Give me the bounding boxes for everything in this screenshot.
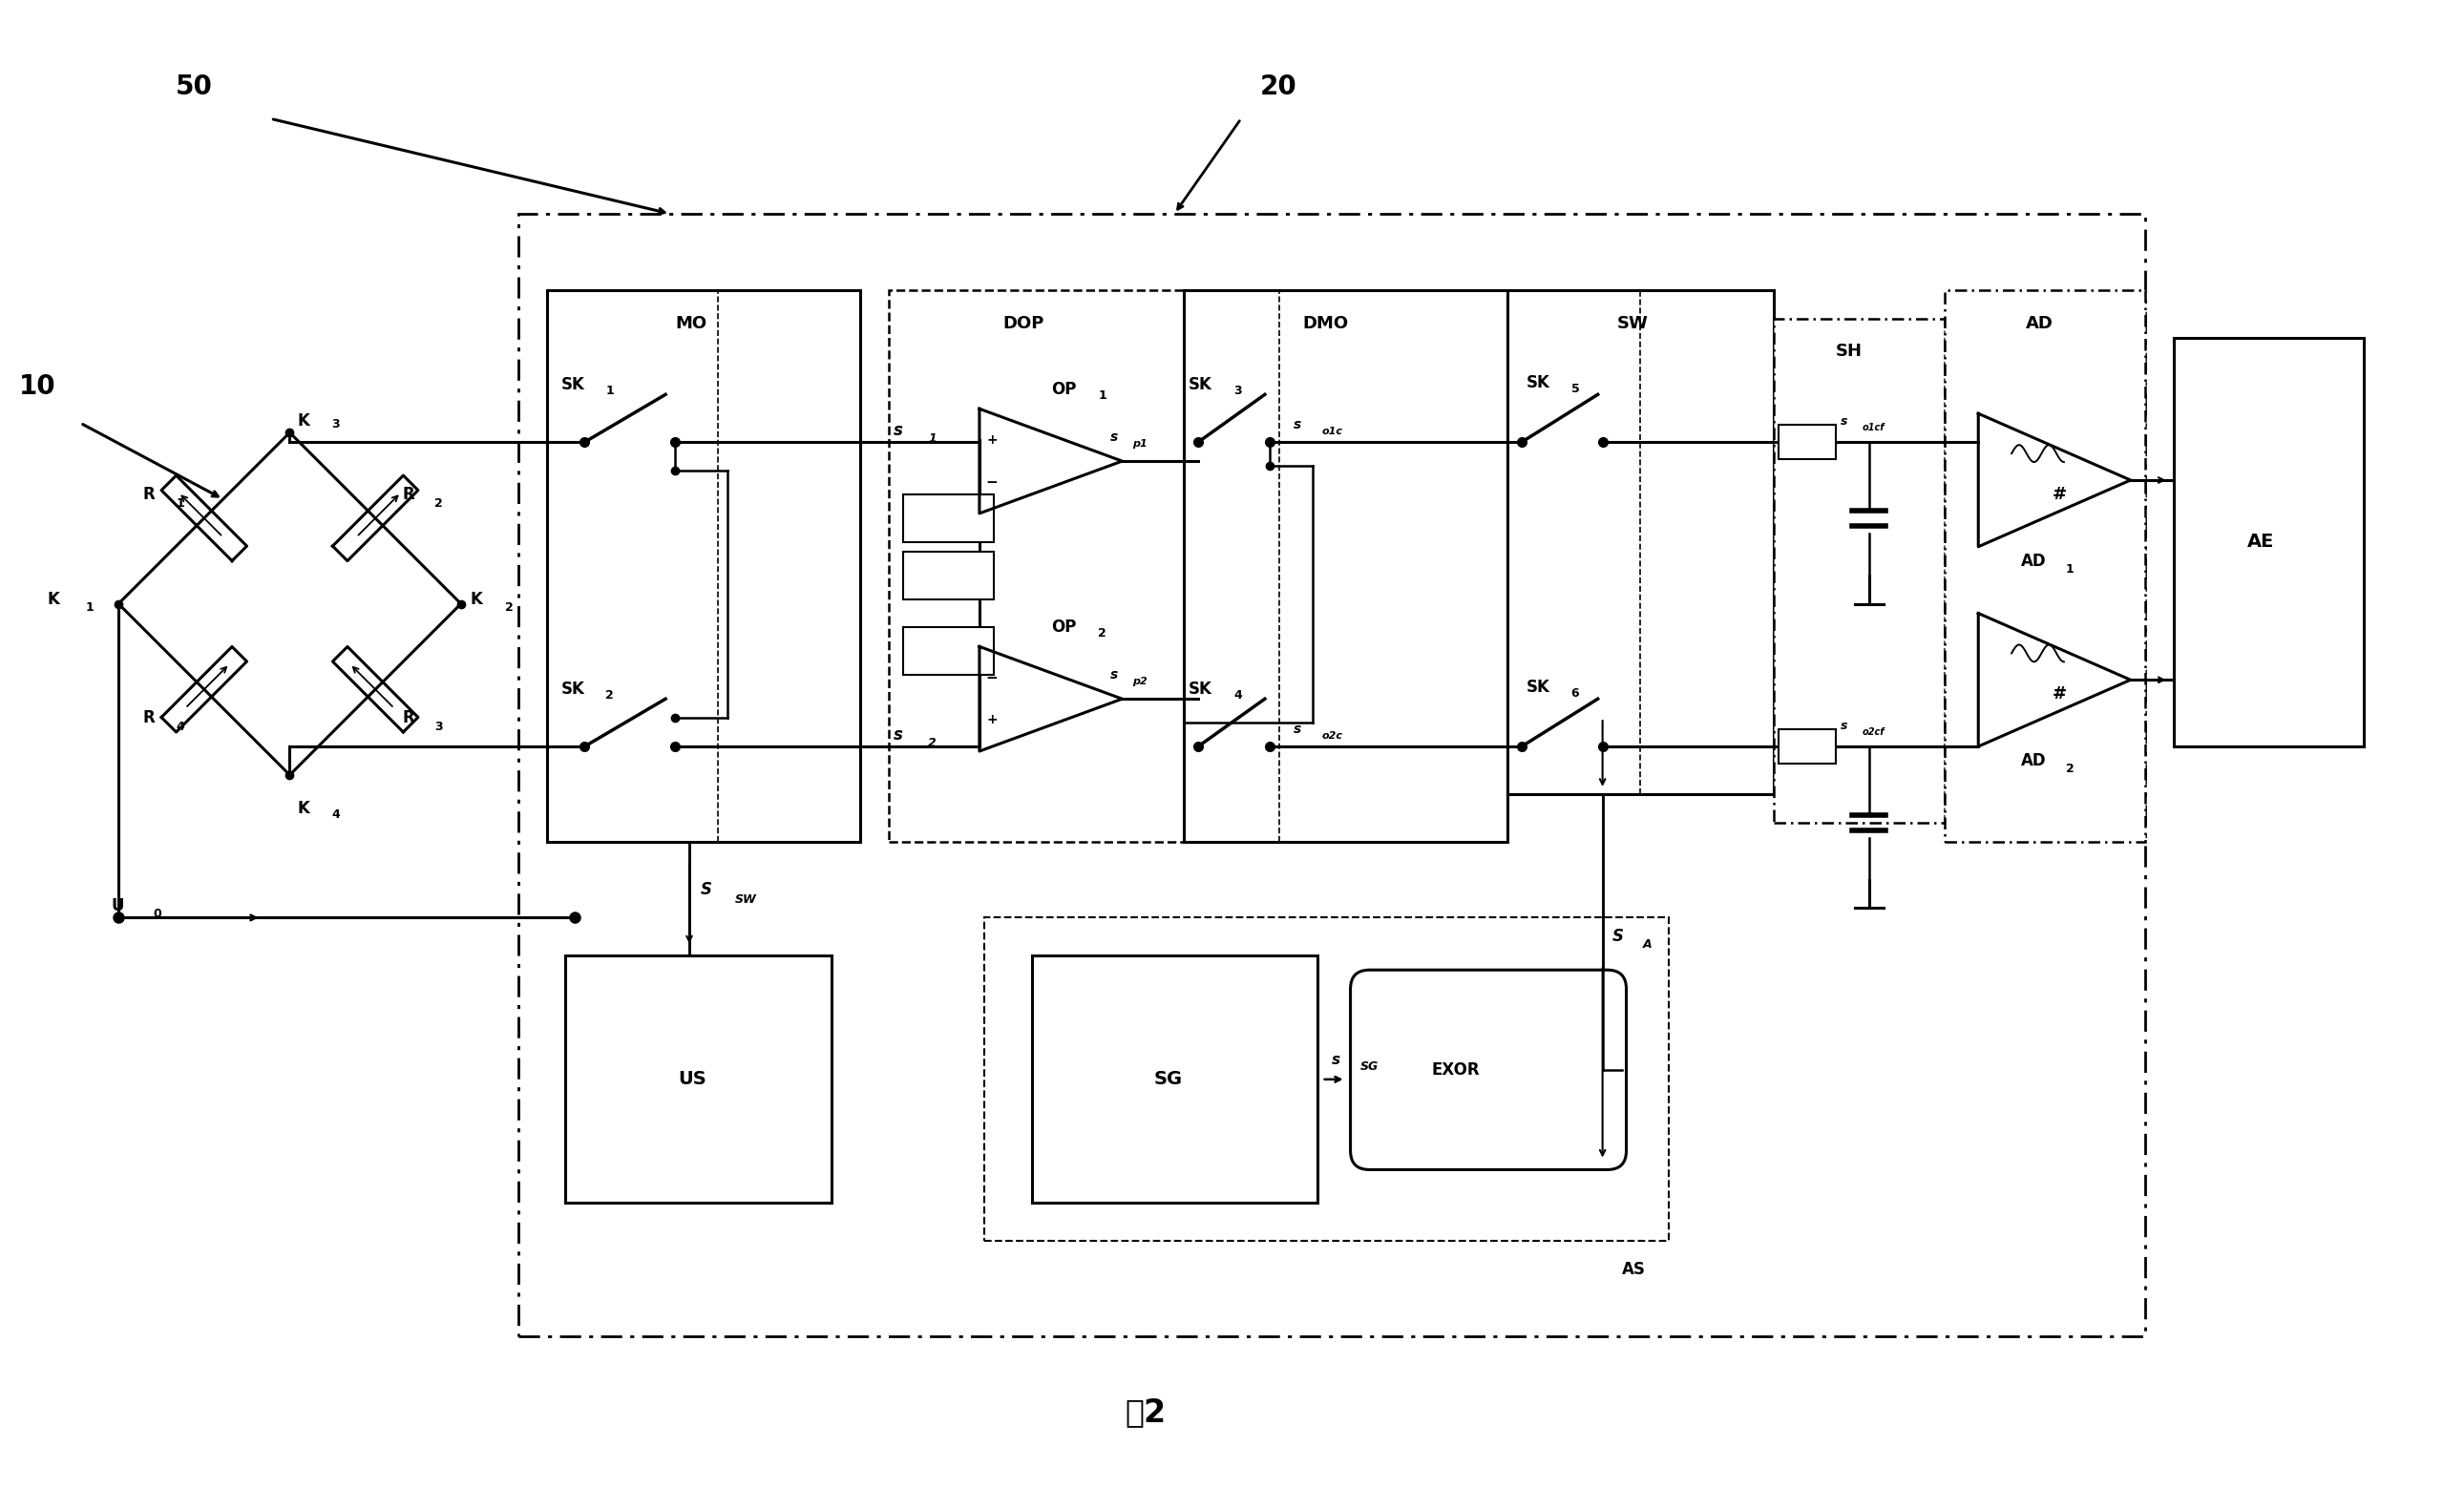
Text: s: s bbox=[1294, 418, 1301, 432]
Text: p2: p2 bbox=[1133, 676, 1148, 687]
Bar bbox=[1779, 424, 1836, 459]
Text: −: − bbox=[986, 670, 998, 686]
Bar bbox=[983, 918, 1668, 1241]
Text: MO: MO bbox=[675, 314, 707, 332]
Text: SW: SW bbox=[734, 894, 756, 906]
Text: AD: AD bbox=[2025, 314, 2053, 332]
Text: o2cf: o2cf bbox=[1863, 728, 1885, 737]
Text: SG: SG bbox=[1360, 1060, 1377, 1072]
Text: 1: 1 bbox=[1099, 390, 1106, 402]
Text: AD: AD bbox=[2020, 553, 2048, 569]
Bar bbox=[890, 290, 1185, 841]
Text: OP: OP bbox=[1050, 381, 1077, 399]
Text: DOP: DOP bbox=[1003, 314, 1045, 332]
Text: DMO: DMO bbox=[1303, 314, 1348, 332]
Text: 20: 20 bbox=[1259, 74, 1296, 101]
Bar bbox=[1032, 956, 1318, 1203]
Text: S: S bbox=[700, 880, 712, 898]
Text: 3: 3 bbox=[1234, 385, 1242, 397]
Text: 50: 50 bbox=[175, 74, 212, 101]
Text: 4: 4 bbox=[333, 808, 340, 820]
FancyBboxPatch shape bbox=[1350, 969, 1626, 1170]
Bar bbox=[1944, 290, 2144, 841]
Text: s: s bbox=[1294, 723, 1301, 735]
Text: 3: 3 bbox=[434, 720, 444, 734]
Text: AE: AE bbox=[2247, 533, 2274, 551]
Text: 1: 1 bbox=[929, 432, 936, 445]
Bar bbox=[2173, 337, 2363, 746]
Text: 2: 2 bbox=[505, 601, 513, 613]
Text: SW: SW bbox=[1616, 314, 1648, 332]
Text: −: − bbox=[986, 474, 998, 489]
Text: R: R bbox=[402, 486, 414, 503]
Text: SK: SK bbox=[1525, 680, 1550, 696]
Text: 3: 3 bbox=[333, 418, 340, 430]
Text: s: s bbox=[1841, 415, 1848, 427]
Text: AS: AS bbox=[1621, 1261, 1646, 1277]
Text: s: s bbox=[894, 423, 904, 439]
Text: s: s bbox=[1109, 430, 1119, 444]
Text: p1: p1 bbox=[1133, 439, 1148, 448]
Text: s: s bbox=[1331, 1052, 1340, 1068]
Text: 2: 2 bbox=[1099, 628, 1106, 640]
Text: K: K bbox=[471, 590, 483, 607]
Text: +: + bbox=[986, 433, 998, 447]
Text: 2: 2 bbox=[434, 497, 444, 509]
Bar bbox=[1779, 729, 1836, 764]
Text: OP: OP bbox=[1050, 619, 1077, 636]
Text: 6: 6 bbox=[1572, 687, 1579, 699]
Bar bbox=[904, 494, 993, 542]
Text: 4: 4 bbox=[1234, 690, 1242, 702]
Text: o1c: o1c bbox=[1321, 427, 1343, 436]
Text: SK: SK bbox=[1188, 681, 1212, 698]
Bar bbox=[517, 214, 2144, 1336]
Text: US: US bbox=[678, 1071, 707, 1089]
Bar bbox=[547, 290, 860, 841]
Text: +: + bbox=[986, 713, 998, 726]
Text: 1: 1 bbox=[86, 601, 94, 613]
Bar bbox=[1508, 290, 1774, 794]
Text: AD: AD bbox=[2020, 752, 2048, 769]
Text: 1: 1 bbox=[2065, 563, 2075, 575]
Text: #: # bbox=[2053, 686, 2067, 702]
Text: s: s bbox=[1109, 669, 1119, 683]
Bar bbox=[567, 956, 833, 1203]
Bar bbox=[1185, 290, 1508, 841]
Bar bbox=[1774, 319, 1944, 823]
Text: R: R bbox=[143, 486, 155, 503]
Text: 10: 10 bbox=[20, 373, 57, 400]
Text: R: R bbox=[143, 710, 155, 726]
Text: EXOR: EXOR bbox=[1432, 1062, 1478, 1078]
Text: o2c: o2c bbox=[1321, 731, 1343, 741]
Text: 图2: 图2 bbox=[1126, 1397, 1165, 1428]
Text: 2: 2 bbox=[606, 690, 614, 702]
Text: 4: 4 bbox=[177, 720, 185, 734]
Text: SK: SK bbox=[1188, 376, 1212, 394]
Bar bbox=[904, 628, 993, 675]
Text: o1cf: o1cf bbox=[1863, 423, 1885, 432]
Text: K: K bbox=[298, 800, 310, 817]
Text: A: A bbox=[1643, 939, 1651, 951]
Text: SK: SK bbox=[1525, 374, 1550, 391]
Text: SG: SG bbox=[1153, 1071, 1183, 1089]
Text: 1: 1 bbox=[606, 385, 614, 397]
Text: R: R bbox=[402, 710, 414, 726]
Text: 2: 2 bbox=[929, 737, 936, 749]
Text: S: S bbox=[1611, 929, 1624, 945]
Text: K: K bbox=[298, 412, 310, 430]
Text: 0: 0 bbox=[153, 908, 160, 921]
Text: #: # bbox=[2053, 486, 2067, 503]
Text: 1: 1 bbox=[177, 497, 185, 509]
Text: SK: SK bbox=[562, 681, 584, 698]
Text: s: s bbox=[1841, 719, 1848, 732]
Text: SK: SK bbox=[562, 376, 584, 394]
Text: s: s bbox=[894, 726, 904, 743]
Text: 5: 5 bbox=[1572, 384, 1579, 396]
Bar bbox=[904, 551, 993, 599]
Text: SH: SH bbox=[1836, 343, 1863, 361]
Text: U: U bbox=[111, 897, 123, 915]
Text: K: K bbox=[47, 590, 59, 607]
Text: 2: 2 bbox=[2065, 763, 2075, 775]
